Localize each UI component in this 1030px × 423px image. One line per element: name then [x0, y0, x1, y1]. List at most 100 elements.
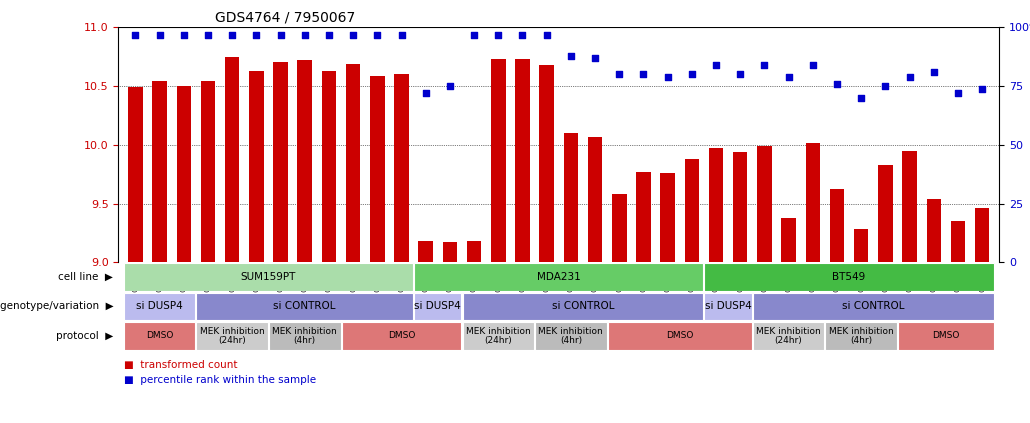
Point: [127, 31, 143, 38]
Text: DMSO: DMSO: [666, 331, 693, 341]
Bar: [418, 241, 433, 262]
Bar: [414, 263, 703, 291]
Bar: [298, 60, 312, 262]
Point: [684, 71, 700, 78]
Bar: [249, 71, 264, 262]
Bar: [902, 151, 917, 262]
Bar: [608, 322, 752, 350]
Bar: [269, 322, 341, 350]
Text: si CONTROL: si CONTROL: [552, 301, 614, 311]
Text: SUM159PT: SUM159PT: [241, 272, 297, 282]
Bar: [467, 241, 481, 262]
Point: [151, 31, 168, 38]
Point: [417, 90, 434, 96]
Point: [611, 71, 627, 78]
Text: MEK inhibition
(4hr): MEK inhibition (4hr): [539, 327, 604, 345]
Bar: [805, 143, 820, 262]
Point: [345, 31, 362, 38]
Bar: [414, 293, 461, 320]
Point: [442, 83, 458, 90]
Point: [320, 31, 337, 38]
Bar: [757, 146, 771, 262]
Bar: [342, 322, 461, 350]
Point: [393, 31, 410, 38]
Bar: [898, 322, 994, 350]
Bar: [927, 199, 941, 262]
Text: DMSO: DMSO: [932, 331, 960, 341]
Text: si CONTROL: si CONTROL: [843, 301, 904, 311]
Bar: [491, 59, 506, 262]
Text: si DUSP4: si DUSP4: [705, 301, 752, 311]
Text: genotype/variation  ▶: genotype/variation ▶: [0, 301, 113, 311]
Point: [224, 31, 240, 38]
Point: [878, 83, 894, 90]
Point: [974, 85, 991, 92]
Point: [175, 31, 192, 38]
Bar: [753, 322, 824, 350]
Bar: [197, 293, 413, 320]
Bar: [536, 322, 607, 350]
Bar: [705, 293, 752, 320]
Point: [369, 31, 385, 38]
Text: ■  transformed count: ■ transformed count: [124, 360, 237, 370]
Point: [926, 69, 942, 75]
Text: MEK inhibition
(24hr): MEK inhibition (24hr): [466, 327, 530, 345]
Text: si DUSP4: si DUSP4: [414, 301, 461, 311]
Bar: [443, 242, 457, 262]
Bar: [124, 322, 196, 350]
Text: si CONTROL: si CONTROL: [274, 301, 336, 311]
Bar: [462, 322, 535, 350]
Text: protocol  ▶: protocol ▶: [56, 331, 113, 341]
Point: [562, 52, 579, 59]
Text: GDS4764 / 7950067: GDS4764 / 7950067: [215, 11, 355, 25]
Text: MEK inhibition
(24hr): MEK inhibition (24hr): [200, 327, 265, 345]
Point: [804, 62, 821, 69]
Bar: [830, 190, 845, 262]
Point: [539, 31, 555, 38]
Point: [901, 74, 918, 80]
Point: [659, 74, 676, 80]
Bar: [128, 88, 142, 262]
Bar: [660, 173, 675, 262]
Point: [829, 80, 846, 87]
Text: BT549: BT549: [832, 272, 866, 282]
Text: ■  percentile rank within the sample: ■ percentile rank within the sample: [124, 375, 316, 385]
Point: [756, 62, 772, 69]
Bar: [124, 263, 413, 291]
Bar: [515, 59, 529, 262]
Bar: [782, 218, 796, 262]
Bar: [588, 137, 603, 262]
Bar: [685, 159, 699, 262]
Point: [781, 74, 797, 80]
Bar: [709, 148, 723, 262]
Point: [587, 55, 604, 61]
Point: [272, 31, 288, 38]
Point: [466, 31, 482, 38]
Point: [636, 71, 652, 78]
Text: MEK inhibition
(4hr): MEK inhibition (4hr): [272, 327, 337, 345]
Text: DMSO: DMSO: [146, 331, 173, 341]
Bar: [346, 64, 360, 262]
Point: [490, 31, 507, 38]
Bar: [273, 61, 287, 262]
Text: si DUSP4: si DUSP4: [136, 301, 183, 311]
Point: [708, 62, 724, 69]
Point: [248, 31, 265, 38]
Bar: [462, 293, 703, 320]
Point: [297, 31, 313, 38]
Point: [732, 71, 749, 78]
Bar: [753, 293, 994, 320]
Bar: [176, 86, 191, 262]
Bar: [705, 263, 994, 291]
Bar: [975, 208, 990, 262]
Bar: [197, 322, 268, 350]
Bar: [370, 76, 384, 262]
Bar: [825, 322, 897, 350]
Bar: [394, 74, 409, 262]
Text: MEK inhibition
(4hr): MEK inhibition (4hr): [829, 327, 894, 345]
Point: [950, 90, 966, 96]
Point: [200, 31, 216, 38]
Bar: [637, 172, 651, 262]
Bar: [540, 65, 554, 262]
Bar: [879, 165, 893, 262]
